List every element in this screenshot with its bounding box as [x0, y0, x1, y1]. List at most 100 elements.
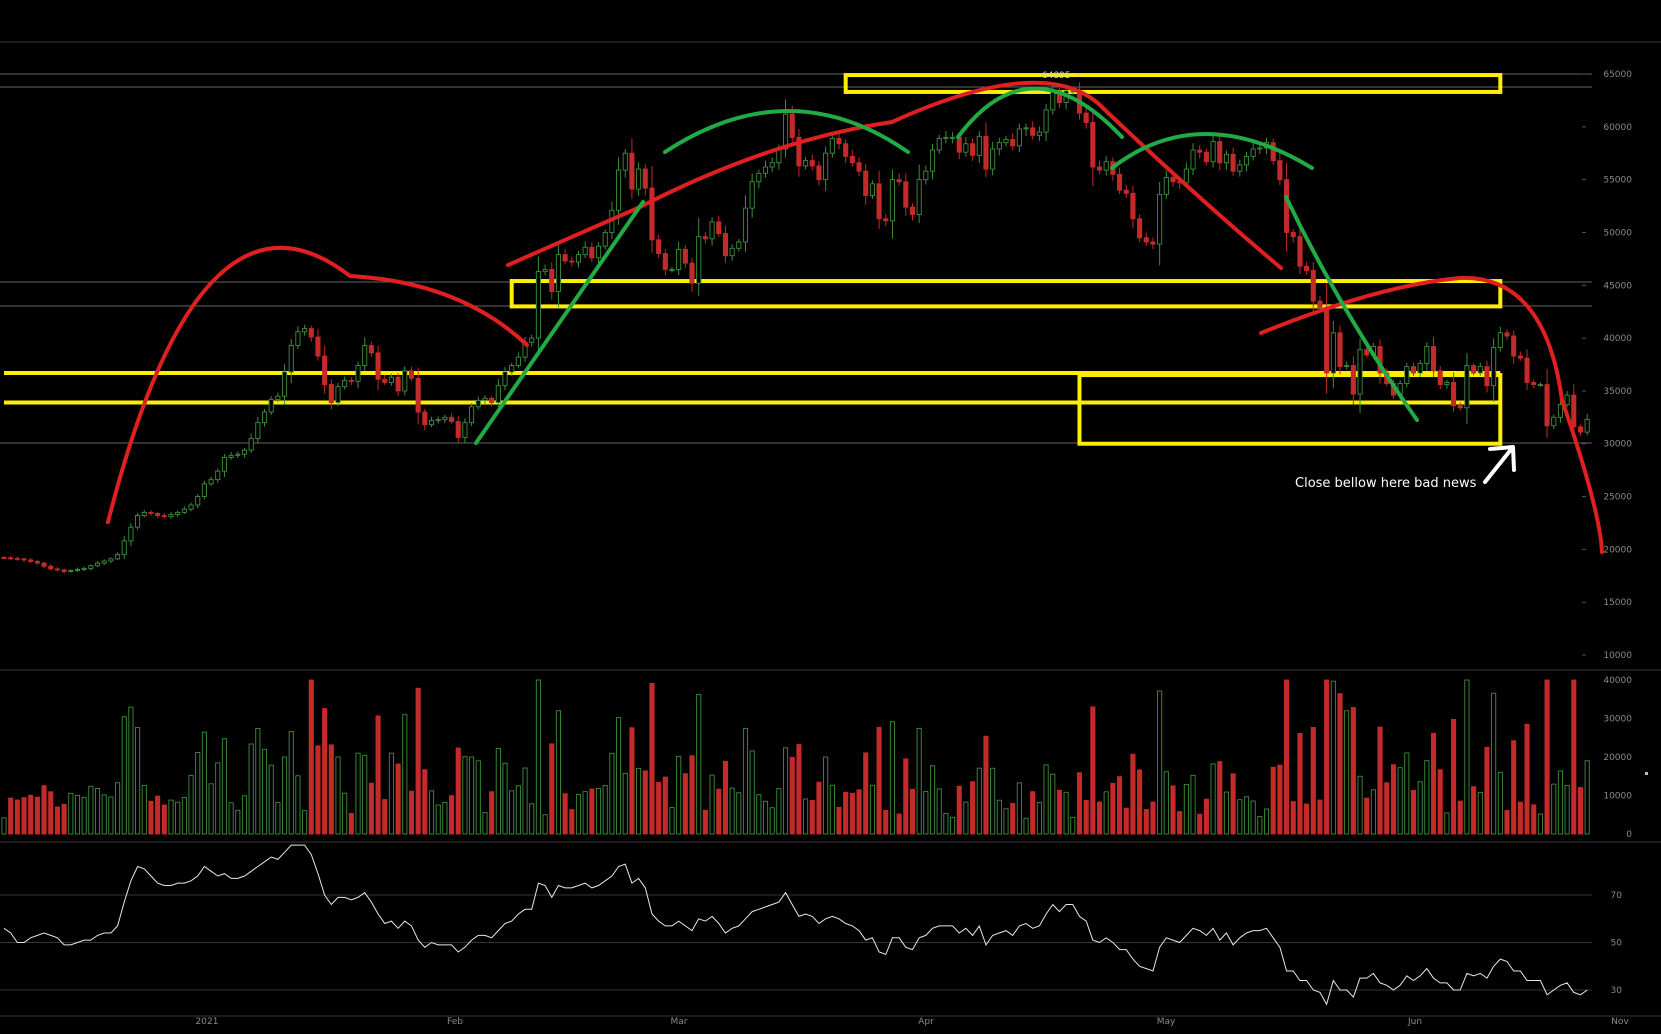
volume-bar	[1444, 812, 1450, 835]
price-axis-tick-10000: 10000	[1603, 651, 1632, 661]
candle-body	[869, 183, 875, 196]
volume-bar	[823, 756, 829, 835]
candle-body	[362, 345, 368, 367]
candle-body	[68, 570, 74, 572]
volume-bar	[1317, 799, 1323, 835]
candle-body	[636, 168, 642, 190]
volume-bar	[1163, 771, 1169, 835]
price-axis-tick-40000: 40000	[1603, 334, 1632, 344]
volume-bar	[315, 745, 321, 835]
volume-bar	[1557, 770, 1563, 835]
volume-bar	[1050, 773, 1056, 835]
volume-bar	[1417, 781, 1423, 835]
price-axis-tick-45000: 45000	[1603, 281, 1632, 291]
candle-body	[1344, 365, 1350, 368]
volume-bar	[328, 744, 334, 835]
volume-bar	[395, 763, 401, 835]
candle-body	[1257, 147, 1263, 150]
volume-bar	[676, 755, 682, 835]
candle-body	[1103, 161, 1109, 171]
candle-body	[1551, 416, 1557, 427]
volume-bar	[1464, 679, 1470, 835]
volume-bar	[1257, 816, 1263, 835]
price-axis-tick-60000: 60000	[1603, 123, 1632, 133]
candle-body	[970, 143, 976, 156]
candle-body	[1083, 112, 1089, 124]
candle-body	[1451, 382, 1457, 407]
candle-body	[1491, 347, 1497, 387]
x-axis-tick-jun: Jun	[1407, 1017, 1422, 1027]
volume-bar	[1437, 769, 1443, 835]
candle-body	[889, 179, 895, 222]
volume-bar	[1203, 798, 1209, 835]
volume-bar	[1304, 803, 1310, 835]
candle-body	[469, 406, 475, 424]
candle-body	[335, 386, 341, 403]
candle-body	[856, 162, 862, 172]
rsi-indicator	[0, 844, 1592, 1006]
volume-bar	[1324, 679, 1330, 835]
volume-bar	[455, 747, 461, 835]
candle-body	[1137, 218, 1143, 239]
candle-body	[622, 152, 628, 171]
price-axis-tick-15000: 15000	[1603, 598, 1632, 608]
price-axis-tick-35000: 35000	[1603, 387, 1632, 397]
candle-body	[1464, 365, 1470, 409]
candle-body	[916, 179, 922, 215]
candle-body	[161, 515, 167, 518]
rsi-axis-tick-70: 70	[1611, 891, 1623, 901]
volume-bar	[1404, 752, 1410, 835]
candle-body	[662, 253, 668, 270]
volume-bar	[1083, 799, 1089, 835]
volume-bar	[1223, 791, 1229, 835]
candle-body	[435, 418, 441, 421]
volume-bar	[1390, 764, 1396, 835]
candle-body	[449, 416, 455, 422]
volume-bar	[408, 790, 415, 835]
candle-body	[836, 137, 842, 145]
candle-body	[1357, 349, 1363, 395]
volume-bar	[342, 792, 348, 835]
candle-body	[575, 254, 582, 263]
volume-bar	[1310, 727, 1316, 835]
candle-body	[896, 179, 902, 183]
volume-bar	[275, 801, 281, 835]
volume-bar	[1230, 773, 1236, 835]
volume-bar	[849, 792, 855, 835]
volume-bar	[682, 773, 688, 835]
volume-bar	[348, 813, 354, 835]
candle-body	[676, 248, 682, 270]
candle-body	[1297, 236, 1303, 267]
volume-bar	[662, 776, 668, 835]
volume-bar	[696, 694, 702, 835]
candle-body	[482, 397, 488, 401]
candle-body	[101, 560, 107, 564]
candle-body	[28, 559, 34, 562]
volume-bar	[990, 767, 996, 835]
candle-body	[756, 172, 762, 183]
candle-body	[729, 247, 735, 257]
candle-body	[81, 567, 87, 570]
rsi-axis-tick-50: 50	[1611, 939, 1623, 949]
volume-bar	[121, 716, 127, 835]
candle-body	[322, 355, 328, 386]
candle-body	[14, 557, 20, 560]
volume-bar	[869, 784, 875, 835]
candle-body	[328, 384, 334, 403]
candle-body	[909, 206, 916, 215]
candle-body	[375, 352, 381, 380]
volume-bar	[1010, 802, 1016, 835]
volume-bar	[629, 727, 635, 835]
volume-bar	[482, 812, 488, 835]
candle-body	[1183, 168, 1189, 184]
candle-body	[569, 260, 575, 263]
volume-bar	[1531, 804, 1537, 835]
candle-body	[722, 233, 728, 257]
volume-bar	[1370, 789, 1376, 835]
volume-bar	[649, 682, 655, 835]
volume-bar	[502, 762, 508, 835]
volume-bar	[783, 747, 789, 835]
volume-bar	[255, 728, 261, 835]
volume-bar	[228, 802, 234, 835]
volume-bar	[1337, 693, 1343, 835]
